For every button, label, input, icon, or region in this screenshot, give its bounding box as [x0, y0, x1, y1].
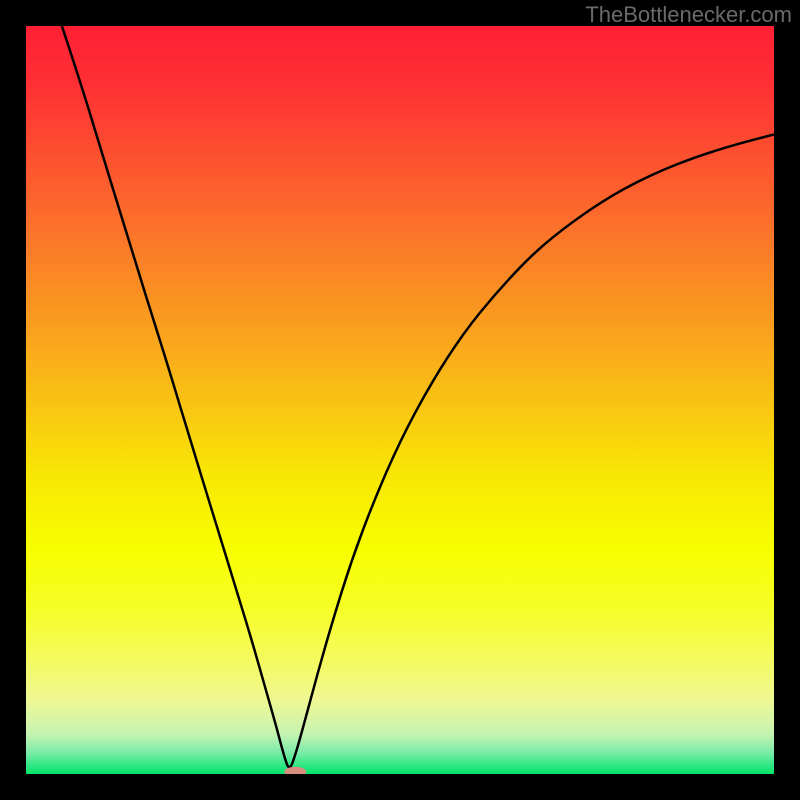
chart-background — [26, 26, 774, 774]
chart-svg — [0, 0, 800, 800]
watermark-text: TheBottlenecker.com — [585, 2, 792, 28]
chart-container: TheBottlenecker.com — [0, 0, 800, 800]
